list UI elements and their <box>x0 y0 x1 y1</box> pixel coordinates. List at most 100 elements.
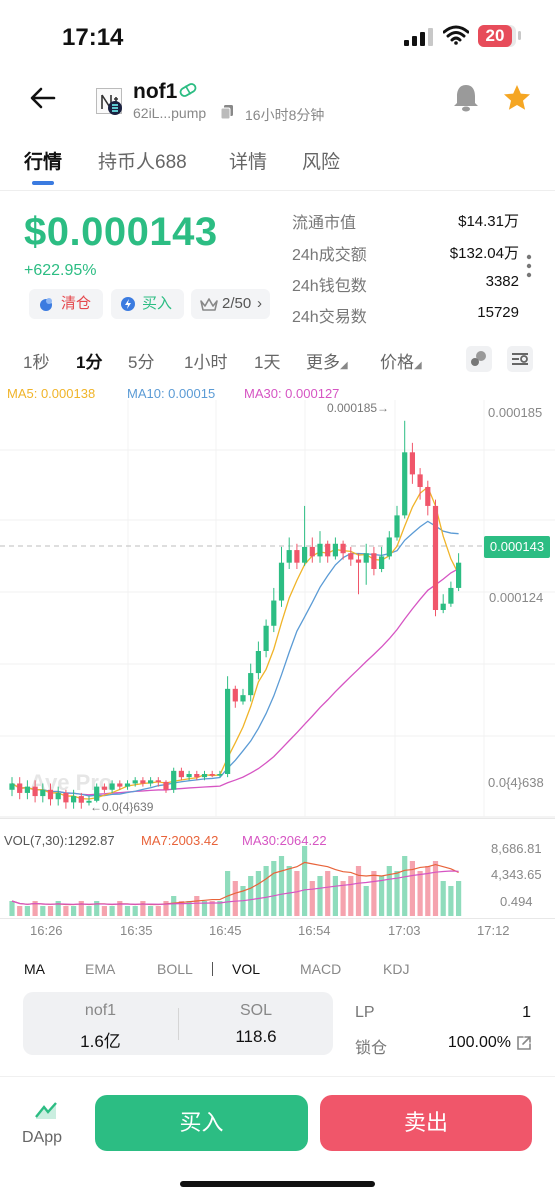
chart-settings-icon[interactable] <box>507 346 533 372</box>
battery-icon: 20 <box>478 25 516 47</box>
wifi-icon <box>443 25 469 45</box>
token-name: nof1 <box>133 80 178 103</box>
stat-value-trades: 15729 <box>477 304 519 321</box>
volume-bar <box>325 871 331 916</box>
copy-icon[interactable] <box>221 105 234 120</box>
candle <box>394 515 400 538</box>
timeframe-1m[interactable]: 1分 <box>76 353 103 372</box>
home-indicator <box>180 1181 375 1187</box>
volume-ma30-legend: MA30:2064.22 <box>242 833 327 848</box>
tab-holders[interactable]: 持币人688 <box>98 152 187 173</box>
status-time: 17:14 <box>62 24 124 51</box>
tab-details[interactable]: 详情 <box>229 152 268 173</box>
stat-value-volume: $132.04万 <box>449 245 519 262</box>
volume-bar <box>24 906 30 916</box>
volume-bar <box>140 901 146 916</box>
candle <box>363 553 369 563</box>
stat-label-market-cap: 流通市值 <box>292 215 357 232</box>
volume-bar <box>371 871 377 916</box>
chevron-right-icon: › <box>257 295 262 312</box>
volume-bar <box>155 906 161 916</box>
buy-button[interactable]: 买入 <box>95 1095 308 1151</box>
volume-bar <box>178 901 184 916</box>
candle <box>294 550 300 563</box>
candle <box>148 780 154 784</box>
dropdown-triangle-icon: ◢ <box>340 360 348 371</box>
candle <box>402 452 408 516</box>
candle <box>456 562 462 588</box>
candle <box>132 780 138 784</box>
candle <box>194 774 200 778</box>
y-axis-label-low: 0.0{4}638 <box>488 775 544 790</box>
token-age: 16小时8分钟 <box>245 107 325 123</box>
candle <box>263 625 269 651</box>
star-favorite-icon[interactable] <box>503 84 531 111</box>
queue-button[interactable]: 2/50 › <box>191 289 270 319</box>
indicator-toggle-icon[interactable] <box>466 346 492 372</box>
volume-bar <box>40 906 46 916</box>
candle <box>55 792 61 800</box>
volume-bar <box>386 866 392 916</box>
price-mode-select[interactable]: 价格◢ <box>380 353 422 372</box>
indicator-kdj[interactable]: KDJ <box>383 961 410 977</box>
back-arrow-icon[interactable] <box>30 86 56 110</box>
candle <box>248 673 254 696</box>
candle <box>140 780 146 784</box>
dapp-button[interactable]: DApp <box>22 1099 70 1147</box>
volume-bar <box>94 901 100 916</box>
tab-risk[interactable]: 风险 <box>302 152 341 173</box>
candle <box>32 786 38 797</box>
volume-bar <box>355 866 362 916</box>
indicator-vol[interactable]: VOL <box>232 961 261 977</box>
volume-bar <box>9 901 15 916</box>
token-address[interactable]: 62iL...pump <box>133 105 207 121</box>
y-axis-label-mid: 0.000124 <box>489 590 544 605</box>
clear-position-button[interactable]: 清仓 <box>29 289 103 319</box>
candle <box>201 774 208 778</box>
timeframe-1s[interactable]: 1秒 <box>23 353 50 372</box>
candle <box>78 796 84 803</box>
volume-bar <box>186 901 192 916</box>
volume-bar <box>286 866 292 916</box>
volume-bar <box>71 906 77 916</box>
volume-bar <box>101 906 107 916</box>
indicator-boll[interactable]: BOLL <box>157 961 193 977</box>
tab-market[interactable]: 行情 <box>24 152 63 173</box>
volume-bar <box>248 876 254 916</box>
x-axis-label: 17:03 <box>388 923 421 938</box>
more-vertical-icon[interactable] <box>526 254 532 278</box>
volume-bar <box>302 846 308 916</box>
volume-bar <box>217 901 223 916</box>
ma10-line <box>11 520 459 797</box>
external-link-icon[interactable] <box>516 1035 532 1051</box>
price-change: +622.95% <box>24 262 97 279</box>
cellular-signal-icon <box>404 28 433 46</box>
sell-button[interactable]: 卖出 <box>320 1095 532 1151</box>
timeframe-1d[interactable]: 1天 <box>254 353 281 372</box>
timeframe-1h[interactable]: 1小时 <box>184 353 228 372</box>
pool-sol-amount: 118.6 <box>235 1027 277 1046</box>
volume-bar <box>17 906 23 916</box>
indicator-macd[interactable]: MACD <box>300 961 342 977</box>
volume-bar <box>363 886 369 916</box>
candle <box>286 550 292 563</box>
volume-ma30-line <box>11 870 459 905</box>
x-axis-label: 16:54 <box>298 923 331 938</box>
volume-bar <box>409 861 415 916</box>
volume-bar <box>456 881 462 916</box>
timeframe-more[interactable]: 更多◢ <box>306 353 348 372</box>
status-bar: 17:14 20 <box>0 0 555 70</box>
quick-buy-button[interactable]: 买入 <box>111 289 184 319</box>
candle <box>409 452 415 475</box>
volume-bar <box>132 906 138 916</box>
dropdown-triangle-icon: ◢ <box>414 360 422 371</box>
x-axis-label: 16:26 <box>30 923 63 938</box>
candle <box>117 783 123 787</box>
bell-icon[interactable] <box>452 82 480 112</box>
timeframe-5m[interactable]: 5分 <box>128 353 155 372</box>
candlestick-chart[interactable]: Ave Pro 0.000185→ ←0.0{4}639 <box>0 400 555 820</box>
indicator-ema[interactable]: EMA <box>85 961 116 977</box>
candle <box>278 562 285 601</box>
indicator-ma[interactable]: MA <box>24 961 45 977</box>
crown-icon <box>200 298 218 311</box>
